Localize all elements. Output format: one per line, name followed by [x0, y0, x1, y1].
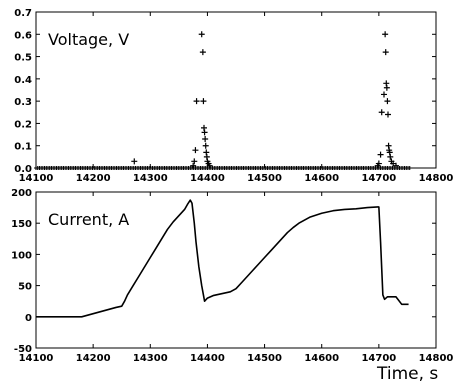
x-tick-label: 14100 [19, 173, 54, 184]
baseline-marker [407, 166, 412, 170]
x-tick-label: 14800 [419, 353, 454, 364]
x-tick-label: 14400 [190, 353, 225, 364]
x-tick-label: 14500 [247, 353, 282, 364]
x-tick-label: 14600 [304, 173, 339, 184]
y-tick-label: 0.0 [14, 164, 32, 175]
x-tick-label: 14600 [304, 353, 339, 364]
y-tick-label: 200 [11, 188, 32, 199]
y-tick-label: 50 [18, 282, 32, 293]
panel-label: Voltage, V [48, 30, 129, 49]
y-tick-label: 150 [11, 219, 32, 230]
data-point-marker [199, 49, 206, 56]
data-point-marker [200, 98, 207, 105]
data-point-marker [382, 49, 389, 56]
x-tick-label: 14200 [76, 353, 111, 364]
current-series-line [36, 199, 409, 318]
data-point-marker [190, 162, 197, 169]
x-tick-label: 14200 [76, 173, 111, 184]
data-point-marker [382, 31, 389, 38]
x-tick-label: 14700 [361, 173, 396, 184]
y-tick-label: 0.3 [14, 97, 32, 108]
y-tick-label: 0.7 [14, 8, 32, 19]
data-point-marker [202, 142, 209, 149]
y-tick-label: 0 [25, 313, 32, 324]
data-point-marker [387, 153, 394, 160]
x-tick-label: 14100 [19, 353, 54, 364]
data-point-marker [385, 111, 391, 118]
data-point-marker [377, 151, 384, 158]
data-point-marker [202, 136, 209, 143]
data-point-marker [206, 162, 213, 169]
y-tick-label: 0.6 [14, 30, 32, 41]
x-tick-label: 14700 [361, 353, 396, 364]
current-panel: 14100 14200 14300 14400 14500 14600 14700 14800… [11, 188, 453, 364]
y-tick-label: 0.2 [14, 119, 32, 130]
x-tick-label: 14300 [133, 353, 168, 364]
data-point-marker [198, 31, 205, 38]
data-point-marker [201, 129, 208, 136]
panel-label: Current, A [48, 210, 129, 229]
data-point-marker [378, 109, 385, 116]
data-point-marker [192, 147, 199, 154]
data-point-marker [381, 91, 387, 98]
x-tick-label: 14500 [247, 173, 282, 184]
data-point-marker [131, 158, 138, 165]
y-tick-label: 0.1 [14, 142, 32, 153]
y-tick-label: 0.4 [14, 75, 32, 86]
plot-frame [35, 191, 437, 349]
plot-frame [35, 11, 437, 169]
data-point-marker [393, 162, 399, 169]
data-point-marker [383, 84, 390, 91]
y-tick-label: -50 [14, 344, 32, 355]
data-point-marker [384, 98, 391, 105]
voltage-panel: 14100 14200 14300 14400 14500 14600 14700 14800… [14, 8, 453, 184]
data-point-marker [375, 160, 382, 167]
y-tick-label: 100 [11, 250, 32, 261]
data-point-marker [193, 98, 200, 105]
x-tick-label: 14400 [190, 173, 225, 184]
x-tick-label: 14300 [133, 173, 168, 184]
data-point-marker [191, 158, 198, 165]
x-tick-label: 14800 [419, 173, 454, 184]
y-tick-label: 0.5 [14, 53, 32, 64]
x-axis-title: Time, s [377, 364, 439, 384]
